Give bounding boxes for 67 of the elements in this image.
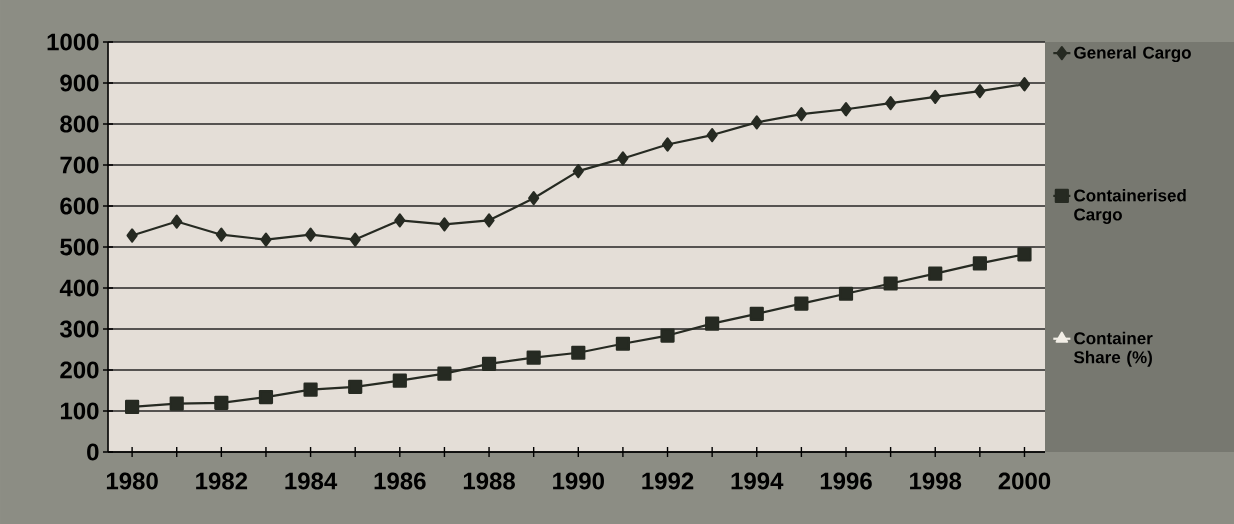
point — [795, 107, 807, 122]
y-tick-label: 600 — [60, 197, 99, 215]
point — [929, 89, 941, 105]
point — [706, 127, 718, 143]
point — [660, 328, 675, 343]
x-tick-label: 1980 — [106, 472, 158, 490]
x-tick-label: 1992 — [642, 472, 694, 490]
point — [125, 399, 140, 414]
point — [885, 95, 897, 111]
point — [705, 316, 720, 331]
x-tick-label: 1994 — [731, 472, 784, 490]
point — [972, 256, 987, 271]
point — [528, 191, 540, 206]
point — [1018, 77, 1031, 92]
y-tick-label: 400 — [59, 279, 99, 297]
point — [974, 84, 986, 99]
point — [572, 164, 584, 179]
point — [303, 382, 318, 397]
y-tick-label: 700 — [60, 156, 99, 174]
legend-label: General Cargo — [1074, 46, 1191, 63]
y-tick-label: 100 — [60, 402, 99, 420]
point — [260, 232, 272, 247]
x-tick-label: 1996 — [820, 472, 872, 490]
point — [571, 345, 586, 360]
y-tick-label: 0 — [87, 443, 99, 461]
point — [169, 396, 184, 411]
x-tick-label: 1982 — [196, 472, 248, 490]
legend-label: Container Share (%) — [1073, 331, 1153, 367]
x-tick-label: 1988 — [463, 472, 515, 490]
point — [392, 373, 407, 388]
x-tick-label: 1998 — [910, 472, 962, 490]
y-tick-label: 800 — [60, 115, 99, 133]
point — [214, 395, 229, 410]
point — [483, 213, 495, 228]
point — [171, 214, 183, 229]
legend-label: Containerised Cargo — [1074, 189, 1186, 224]
point — [883, 276, 898, 291]
x-tick-label: 1990 — [553, 472, 604, 490]
point — [928, 266, 943, 281]
point — [215, 227, 227, 242]
x-tick-label: 1984 — [285, 472, 338, 490]
point — [749, 306, 764, 321]
x-tick-label: 1986 — [374, 472, 426, 490]
point — [751, 115, 763, 130]
point — [438, 217, 451, 232]
point — [481, 356, 497, 371]
point — [1017, 247, 1032, 262]
point — [348, 379, 363, 394]
point — [394, 213, 406, 228]
point — [615, 336, 631, 351]
point — [794, 296, 809, 311]
y-tick-label: 500 — [60, 238, 99, 256]
y-tick-label: 900 — [60, 74, 99, 92]
point — [304, 227, 317, 242]
y-tick-label: 300 — [59, 320, 99, 338]
x-tick-label: 2000 — [998, 472, 1051, 490]
y-tick-label: 200 — [60, 361, 99, 379]
point — [838, 286, 854, 301]
point — [126, 228, 138, 243]
point — [437, 366, 452, 381]
point — [661, 137, 674, 152]
point — [526, 350, 541, 365]
y-tick-label: 1000 — [47, 33, 99, 51]
point — [617, 151, 629, 166]
point — [258, 389, 274, 405]
point — [840, 102, 852, 117]
point — [349, 232, 361, 247]
